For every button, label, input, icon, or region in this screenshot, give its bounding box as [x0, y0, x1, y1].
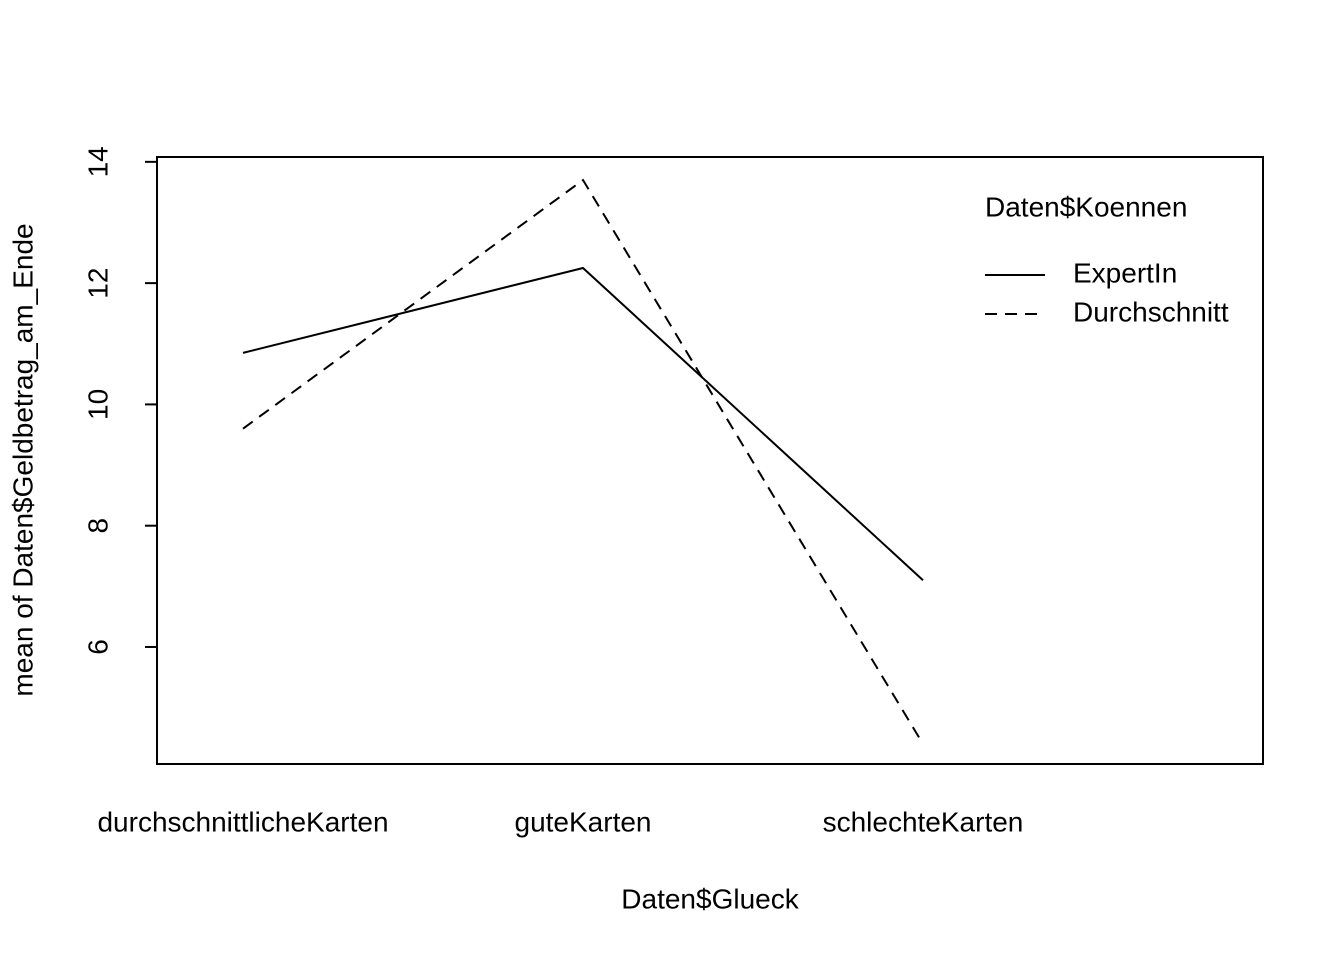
legend-label: ExpertIn — [1073, 257, 1177, 288]
legend-label: Durchschnitt — [1073, 296, 1229, 327]
x-tick-label: durchschnittlicheKarten — [97, 806, 388, 837]
series-line — [242, 178, 924, 745]
y-tick-label: 12 — [82, 268, 113, 299]
plot-frame — [156, 156, 1264, 765]
legend-title: Daten$Koennen — [985, 191, 1187, 222]
y-tick-label: 8 — [82, 518, 113, 534]
x-axis-label: Daten$Glueck — [621, 883, 799, 914]
x-tick-label: guteKarten — [515, 806, 652, 837]
x-tick-label: schlechteKarten — [823, 806, 1024, 837]
y-axis-label: mean of Daten$Geldbetrag_am_Ende — [7, 223, 38, 696]
series-line — [242, 266, 924, 581]
y-tick-label: 10 — [82, 389, 113, 420]
y-tick-label: 14 — [82, 146, 113, 177]
y-tick-label: 6 — [82, 639, 113, 655]
